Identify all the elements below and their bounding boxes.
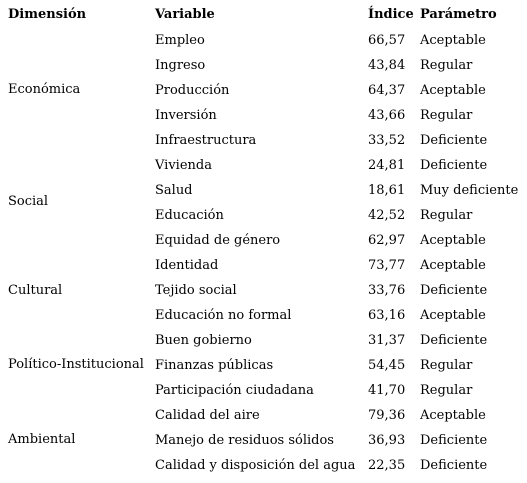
parameter-cell: Aceptable [420,408,486,423]
variable-cell: Vivienda [155,158,212,173]
variable-cell: Identidad [155,258,219,273]
dimension-ambiental: Ambiental [8,432,76,447]
variable-cell: Educación [155,208,224,223]
table-row: Salud 18,61 Muy deficiente [0,183,527,203]
dimension-politico-institucional: Político-Institucional [8,357,144,372]
variable-cell: Manejo de residuos sólidos [155,433,334,448]
table-row: Buen gobierno 31,37 Deficiente [0,333,527,353]
parameter-cell: Aceptable [420,83,486,98]
parameter-cell: Aceptable [420,258,486,273]
parameter-cell: Deficiente [420,133,488,148]
parameter-cell: Regular [420,383,473,398]
parameter-cell: Muy deficiente [420,183,519,198]
parameter-cell: Deficiente [420,458,488,473]
table-row: Educación 42,52 Regular [0,208,527,228]
variable-cell: Equidad de género [155,233,281,248]
parameter-cell: Deficiente [420,158,488,173]
table-row: Educación no formal 63,16 Aceptable [0,308,527,328]
table-row: Calidad y disposición del agua 22,35 Def… [0,458,527,478]
parameter-cell: Deficiente [420,333,488,348]
header-parameter: Parámetro [420,7,497,22]
table-row: Infraestructura 33,52 Deficiente [0,133,527,153]
index-cell: 33,52 [368,133,406,148]
index-cell: 43,66 [368,108,406,123]
index-cell: 73,77 [368,258,406,273]
variable-cell: Tejido social [155,283,237,298]
header-variable: Variable [155,7,215,22]
table-row: Manejo de residuos sólidos 36,93 Deficie… [0,433,527,453]
index-cell: 18,61 [368,183,406,198]
parameter-cell: Aceptable [420,33,486,48]
variable-cell: Finanzas públicas [155,358,274,373]
table-row: Inversión 43,66 Regular [0,108,527,128]
parameter-cell: Deficiente [420,283,488,298]
variable-cell: Calidad del aire [155,408,260,423]
table-row: Participación ciudadana 41,70 Regular [0,383,527,403]
header-dimension: Dimensión [8,7,87,22]
parameter-cell: Aceptable [420,233,486,248]
parameter-cell: Regular [420,208,473,223]
dimension-cultural: Cultural [8,283,63,298]
variable-cell: Participación ciudadana [155,383,314,398]
variable-cell: Empleo [155,33,205,48]
index-cell: 64,37 [368,83,406,98]
index-cell: 79,36 [368,408,406,423]
index-cell: 31,37 [368,333,406,348]
parameter-cell: Regular [420,358,473,373]
table-row: Producción 64,37 Aceptable [0,83,527,103]
parameter-cell: Regular [420,58,473,73]
dimension-social: Social [8,194,49,209]
index-cell: 54,45 [368,358,406,373]
index-cell: 41,70 [368,383,406,398]
table-row: Finanzas públicas 54,45 Regular [0,358,527,378]
table-header: Dimensión Variable Índice Parámetro [0,7,527,27]
variable-cell: Inversión [155,108,217,123]
index-cell: 43,84 [368,58,406,73]
table-row: Empleo 66,57 Aceptable [0,33,527,53]
table-row: Ingreso 43,84 Regular [0,58,527,78]
variable-cell: Educación no formal [155,308,292,323]
table-row: Calidad del aire 79,36 Aceptable [0,408,527,428]
parameter-cell: Regular [420,108,473,123]
index-cell: 62,97 [368,233,406,248]
index-cell: 33,76 [368,283,406,298]
index-cell: 42,52 [368,208,406,223]
dimension-economica: Económica [8,82,81,97]
parameter-cell: Aceptable [420,308,486,323]
variable-cell: Calidad y disposición del agua [155,458,356,473]
index-cell: 63,16 [368,308,406,323]
header-index: Índice [368,7,414,22]
variable-cell: Buen gobierno [155,333,252,348]
variable-cell: Producción [155,83,230,98]
variable-cell: Salud [155,183,193,198]
index-cell: 24,81 [368,158,406,173]
variable-cell: Ingreso [155,58,206,73]
table-row: Tejido social 33,76 Deficiente [0,283,527,303]
table-row: Vivienda 24,81 Deficiente [0,158,527,178]
table-row: Identidad 73,77 Aceptable [0,258,527,278]
parameter-cell: Deficiente [420,433,488,448]
table-row: Equidad de género 62,97 Aceptable [0,233,527,253]
index-cell: 36,93 [368,433,406,448]
variable-cell: Infraestructura [155,133,257,148]
index-cell: 22,35 [368,458,406,473]
index-cell: 66,57 [368,33,406,48]
